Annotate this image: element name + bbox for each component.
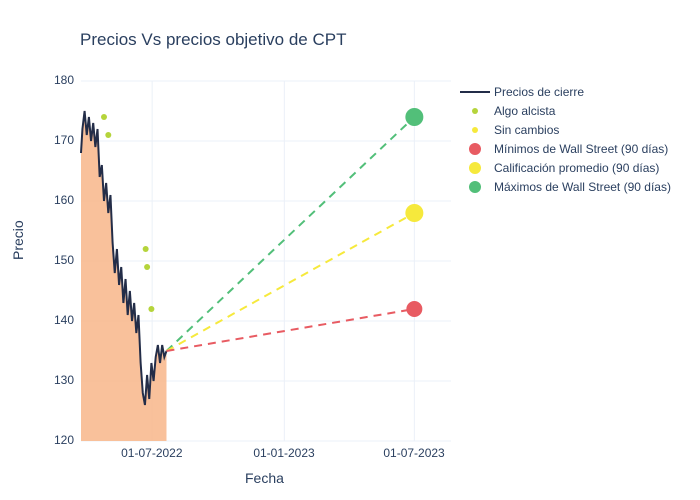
y-tick: 140 (54, 313, 74, 327)
y-tick: 130 (54, 373, 74, 387)
x-axis-label: Fecha (245, 470, 284, 486)
legend-label: Sin cambios (494, 123, 559, 137)
chart-title: Precios Vs precios objetivo de CPT (80, 30, 346, 50)
legend-dot-swatch (469, 162, 481, 174)
legend-item-low[interactable]: Mínimos de Wall Street (90 días) (460, 139, 671, 158)
y-axis-label: Precio (10, 220, 26, 260)
legend-label: Calificación promedio (90 días) (494, 161, 659, 175)
legend-item-high[interactable]: Máximos de Wall Street (90 días) (460, 177, 671, 196)
y-tick: 150 (54, 253, 74, 267)
legend-dot-swatch (469, 143, 481, 155)
plot-area (80, 80, 452, 442)
price-target-chart: Precios Vs precios objetivo de CPT Preci… (0, 0, 700, 500)
legend-label: Algo alcista (494, 104, 555, 118)
x-tick: 01-07-2023 (383, 446, 444, 460)
legend-dot-swatch (469, 181, 481, 193)
x-tick: 01-01-2023 (253, 446, 314, 460)
plot-svg (81, 81, 451, 441)
y-tick: 120 (54, 433, 74, 447)
legend: Precios de cierre Algo alcista Sin cambios… (460, 82, 671, 196)
legend-label: Mínimos de Wall Street (90 días) (494, 142, 668, 156)
legend-item-neutral[interactable]: Sin cambios (460, 120, 671, 139)
legend-item-close[interactable]: Precios de cierre (460, 82, 671, 101)
legend-label: Precios de cierre (494, 85, 584, 99)
legend-label: Máximos de Wall Street (90 días) (494, 180, 671, 194)
y-tick: 180 (54, 73, 74, 87)
legend-item-bullish[interactable]: Algo alcista (460, 101, 671, 120)
legend-line-swatch (460, 91, 490, 93)
y-tick: 160 (54, 193, 74, 207)
legend-item-avg[interactable]: Calificación promedio (90 días) (460, 158, 671, 177)
x-tick: 01-07-2022 (121, 446, 182, 460)
legend-dot-swatch (472, 108, 478, 114)
y-tick: 170 (54, 133, 74, 147)
legend-dot-swatch (472, 127, 478, 133)
